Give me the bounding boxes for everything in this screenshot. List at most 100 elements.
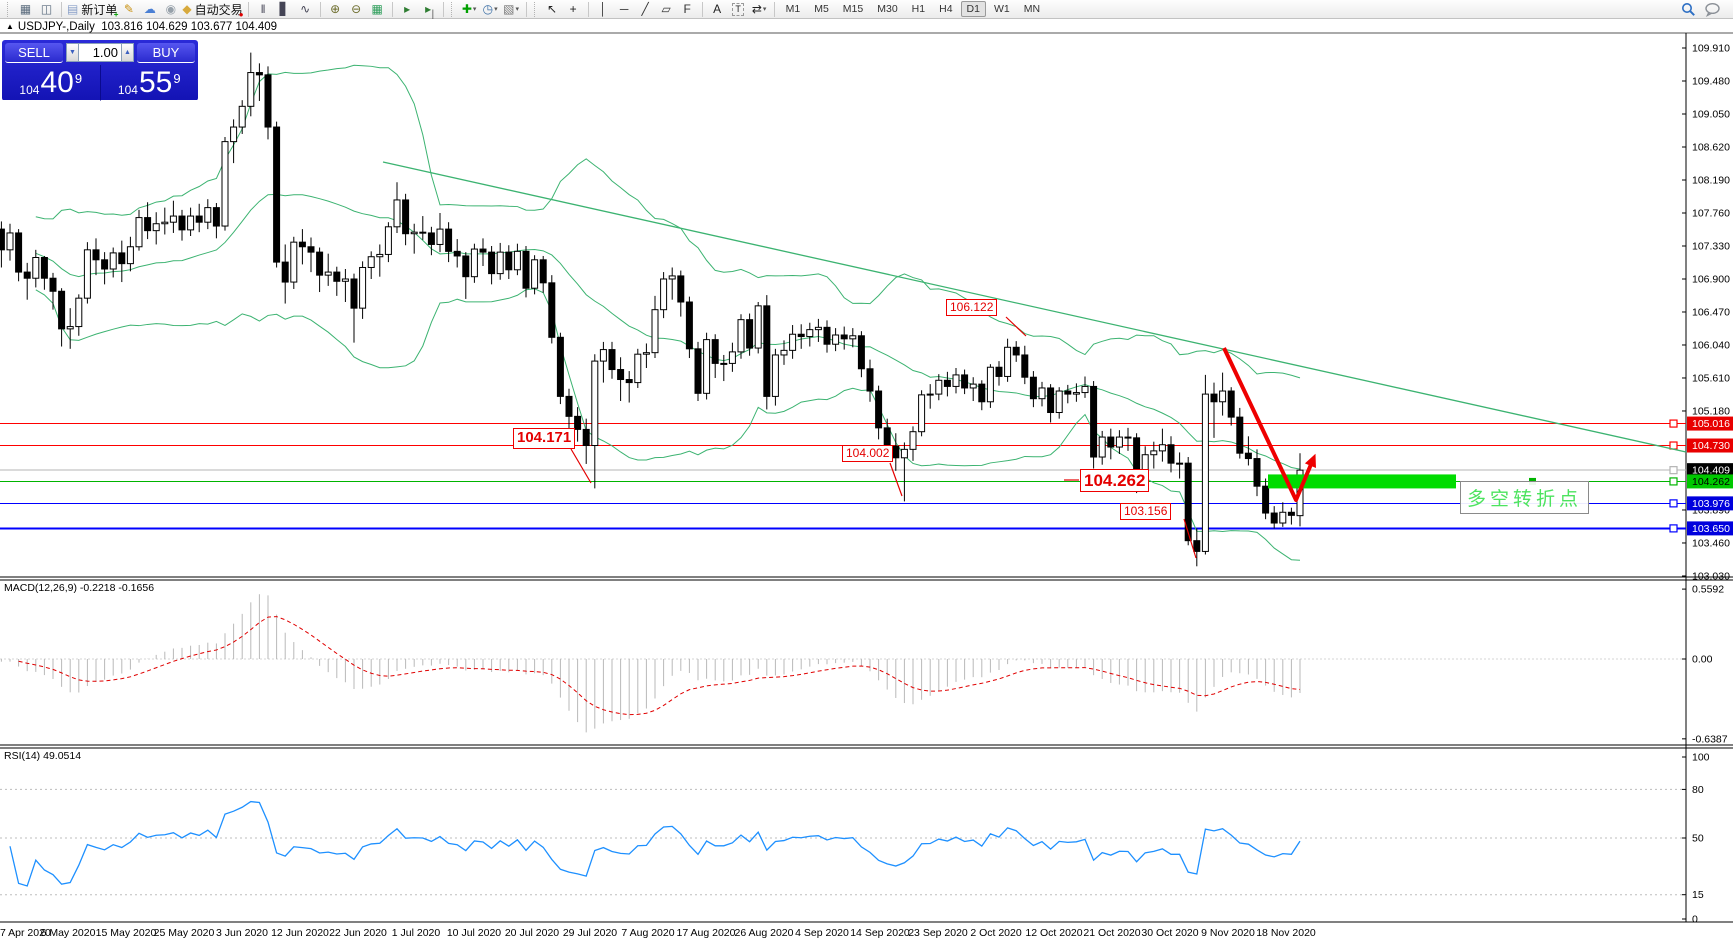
vertical-line-icon: │ [599,1,607,16]
sell-button[interactable]: SELL [5,42,63,63]
fibonacci-button[interactable]: F [678,1,697,18]
date-tick: 26 Aug 2020 [735,927,794,939]
candlestick-chart-button[interactable]: ▋ [275,1,294,18]
hline-handle[interactable] [1669,524,1678,533]
auto-scroll-button[interactable]: ▸ [398,1,417,18]
timeframe-M1[interactable]: M1 [785,3,801,15]
timeframe-M15[interactable]: M15 [842,3,864,15]
price-chip [1687,416,1733,431]
chart-shift-button[interactable]: ▸ ▏ [419,1,439,19]
candle [58,290,66,330]
price-tick: 103.460 [1692,537,1730,549]
timeframe-H4[interactable]: H4 [939,3,953,15]
candle [419,231,427,234]
crosshair-button[interactable]: + [564,1,583,18]
price-chip [1687,474,1733,489]
candle [1150,450,1158,456]
vertical-line-button[interactable]: │ [594,1,613,18]
chevron-down-icon: ▾ [515,6,520,13]
candle [66,326,74,330]
hline-handle[interactable] [1669,419,1678,428]
signals-button[interactable]: ◉ [161,1,180,18]
text-button[interactable]: A [708,1,727,18]
candle [591,360,599,447]
hline-handle[interactable] [1669,466,1678,475]
hline-handle[interactable] [1669,499,1678,508]
price-callout-103-156[interactable]: 103.156 [1120,503,1172,520]
candle [410,231,418,235]
arrows-button[interactable]: ⇄ ▾ [750,1,769,18]
toolbar-separator [773,1,775,17]
timeframe-H1[interactable]: H1 [911,3,926,15]
metaeditor-button[interactable]: ✎ [119,1,138,18]
timeframe-M30[interactable]: M30 [877,3,898,15]
candle [1072,392,1080,395]
candle [1262,485,1270,514]
date-tick: 3 Jun 2020 [216,927,268,939]
autotrading-button[interactable]: ◆ ● 自动交易 [182,1,243,19]
toolbar-grip [450,1,456,17]
candle [556,336,564,397]
horizontal-line-button[interactable]: ─ [615,1,634,18]
templates-icon: ▧ [503,1,515,16]
tile-windows-button[interactable]: ▦ [368,1,387,18]
candle [617,369,625,381]
trend-arrow[interactable] [1222,347,1314,502]
candle [427,232,435,245]
search-icon[interactable] [1681,2,1696,17]
templates-button[interactable]: ▧ ▾ [502,1,521,18]
text-label-button[interactable]: T [729,1,748,18]
candle [1227,390,1235,418]
volume-increase-button[interactable]: ▲ [121,43,134,62]
candle [797,333,805,338]
zoom-out-button[interactable]: ⊖ [347,1,366,18]
macd-tick: 0.00 [1692,654,1713,666]
price-callout-104-002[interactable]: 104.002 [842,445,894,462]
candle [952,374,960,387]
price-callout-106-122[interactable]: 106.122 [946,299,998,316]
volume-decrease-button[interactable]: ▼ [66,43,79,62]
candle [1184,462,1192,542]
toolbar-separator [247,1,249,17]
candle [118,252,126,265]
support-band[interactable] [1268,474,1456,489]
candle [599,349,607,362]
price-tick: 105.610 [1692,372,1730,384]
indicators-button[interactable]: ✚ ▾ [460,1,479,18]
candle [247,72,255,107]
line-chart-button[interactable]: ∿ [296,1,315,18]
bar-chart-button[interactable]: ‖ [254,1,273,18]
turning-point-note[interactable]: 多空转折点 [1460,481,1590,514]
candle [754,305,762,349]
candle [969,383,977,389]
hline-handle[interactable] [1669,441,1678,450]
date-tick: 17 Aug 2020 [677,927,736,939]
ask-price[interactable]: 104 55 9 [100,65,198,101]
market-watch-button[interactable]: ◫ [37,1,56,18]
timeframe-MN[interactable]: MN [1023,3,1041,15]
timeframe-W1[interactable]: W1 [993,3,1010,15]
chart-window-button[interactable]: ▦ [16,1,35,18]
trendline-button[interactable]: ╱ [636,1,655,18]
zoom-in-button[interactable]: ⊕ [326,1,345,18]
candle [720,362,728,365]
chat-icon[interactable] [1704,2,1721,17]
trendline[interactable] [382,161,1687,453]
volume-input[interactable] [79,43,121,62]
price-callout-104-262[interactable]: 104.262 [1080,469,1150,493]
timeframe-M5[interactable]: M5 [814,3,829,15]
hline-handle[interactable] [1669,477,1678,486]
timeframe-D1[interactable]: D1 [960,1,986,17]
candle [496,251,504,275]
new-order-button[interactable]: ▤ + 新订单 [67,1,118,19]
equidistant-channel-button[interactable]: ▱ [657,1,676,18]
candle [505,251,513,271]
chart-shift-icon-badge: ▏ [432,9,439,19]
buy-button[interactable]: BUY [137,42,195,63]
price-callout-104-171[interactable]: 104.171 [513,428,576,449]
cursor-button[interactable]: ↖ [543,1,562,18]
periods-button[interactable]: ◷ ▾ [481,1,500,18]
bid-price[interactable]: 104 40 9 [2,65,101,101]
terminal-button[interactable]: ☁ [140,1,159,18]
